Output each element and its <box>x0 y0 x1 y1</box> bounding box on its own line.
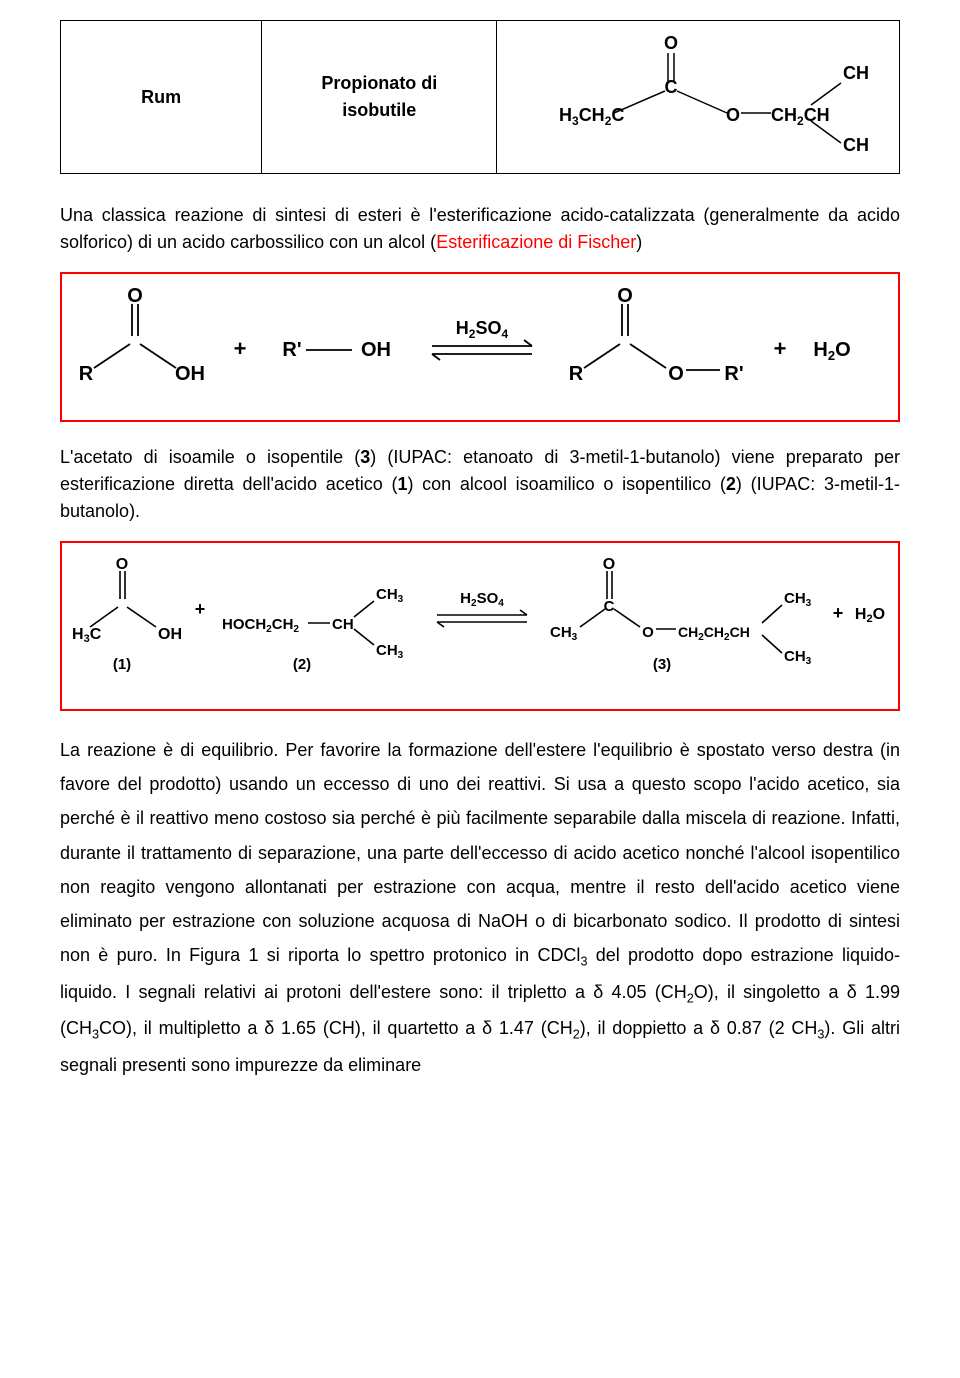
svg-text:(2): (2) <box>293 656 311 673</box>
svg-text:H2SO4: H2SO4 <box>460 590 504 609</box>
svg-text:OH: OH <box>158 626 182 643</box>
svg-text:CH2CH: CH2CH <box>771 105 830 128</box>
svg-text:R': R' <box>724 363 743 385</box>
svg-text:CH3: CH3 <box>376 586 404 605</box>
p3-e: ), il doppietto a δ 0.87 (2 CH <box>580 1018 818 1038</box>
paragraph-1: Una classica reazione di sintesi di este… <box>60 202 900 256</box>
reaction-scheme-1: O R OH + R' OH H2SO4 O R O R' + H2O <box>60 272 900 422</box>
svg-text:C: C <box>665 77 678 97</box>
p3-s2: 2 <box>687 991 694 1005</box>
svg-text:O: O <box>642 624 654 641</box>
name-line2: isobutile <box>342 100 416 120</box>
p2-b2: 1 <box>397 474 407 494</box>
svg-text:H2O: H2O <box>855 606 885 625</box>
p2-c: ) con alcool isoamilico o isopentilico ( <box>407 474 725 494</box>
table-cell-structure: O C H3CH2C O CH2CH CH3 CH3 <box>497 21 900 174</box>
p2-b1: 3 <box>360 447 370 467</box>
p3-s4: 2 <box>573 1028 580 1042</box>
table-cell-name: Propionato di isobutile <box>262 21 497 174</box>
svg-text:(1): (1) <box>113 656 131 673</box>
svg-text:O: O <box>116 557 128 573</box>
p1-red: Esterificazione di Fischer <box>436 232 636 252</box>
svg-text:O: O <box>664 33 678 53</box>
svg-text:CH3: CH3 <box>550 624 578 643</box>
svg-text:O: O <box>617 288 633 307</box>
svg-text:CH3: CH3 <box>376 642 404 661</box>
svg-text:R': R' <box>282 339 301 361</box>
p2-b3: 2 <box>726 474 736 494</box>
svg-text:CH: CH <box>332 616 354 633</box>
paragraph-2: L'acetato di isoamile o isopentile (3) (… <box>60 444 900 525</box>
svg-text:O: O <box>127 288 143 307</box>
svg-text:H2O: H2O <box>813 339 850 363</box>
p3-s3: 3 <box>92 1028 99 1042</box>
svg-text:CH3: CH3 <box>784 590 812 609</box>
scheme1-svg: O R OH + R' OH H2SO4 O R O R' + H2O <box>72 288 872 398</box>
p1-b: ) <box>636 232 642 252</box>
svg-text:CH3: CH3 <box>843 63 869 86</box>
svg-text:+: + <box>234 336 247 361</box>
svg-text:OH: OH <box>361 339 391 361</box>
svg-text:CH3: CH3 <box>843 135 869 153</box>
reaction-scheme-2: O H3C OH (1) + HOCH2CH2 CH CH3 CH3 (2) H… <box>60 541 900 711</box>
svg-text:H2SO4: H2SO4 <box>456 318 509 341</box>
svg-text:H3CH2C: H3CH2C <box>559 105 624 128</box>
svg-text:(3): (3) <box>653 656 671 673</box>
ester-table: Rum Propionato di isobutile <box>60 20 900 174</box>
svg-text:OH: OH <box>175 363 205 385</box>
svg-text:+: + <box>195 599 206 619</box>
svg-text:O: O <box>668 363 684 385</box>
svg-text:C: C <box>604 598 615 615</box>
p3-a: La reazione è di equilibrio. Per favorir… <box>60 740 900 965</box>
rum-label: Rum <box>141 87 181 107</box>
svg-text:O: O <box>603 557 615 573</box>
scheme2-svg: O H3C OH (1) + HOCH2CH2 CH CH3 CH3 (2) H… <box>72 557 892 687</box>
table-cell-rum: Rum <box>61 21 262 174</box>
svg-text:HOCH2CH2: HOCH2CH2 <box>222 616 299 635</box>
svg-text:R: R <box>569 363 584 385</box>
structure-svg: O C H3CH2C O CH2CH CH3 CH3 <box>509 33 869 153</box>
svg-text:O: O <box>726 105 740 125</box>
svg-text:+: + <box>774 336 787 361</box>
p3-d: CO), il multipletto a δ 1.65 (CH), il qu… <box>99 1018 573 1038</box>
svg-text:CH2CH2CH: CH2CH2CH <box>678 624 750 643</box>
svg-text:H3C: H3C <box>72 626 102 645</box>
svg-text:+: + <box>833 603 844 623</box>
svg-text:R: R <box>79 363 94 385</box>
svg-text:CH3: CH3 <box>784 648 812 667</box>
name-line1: Propionato di <box>321 73 437 93</box>
paragraph-3: La reazione è di equilibrio. Per favorir… <box>60 733 900 1082</box>
p2-a: L'acetato di isoamile o isopentile ( <box>60 447 360 467</box>
